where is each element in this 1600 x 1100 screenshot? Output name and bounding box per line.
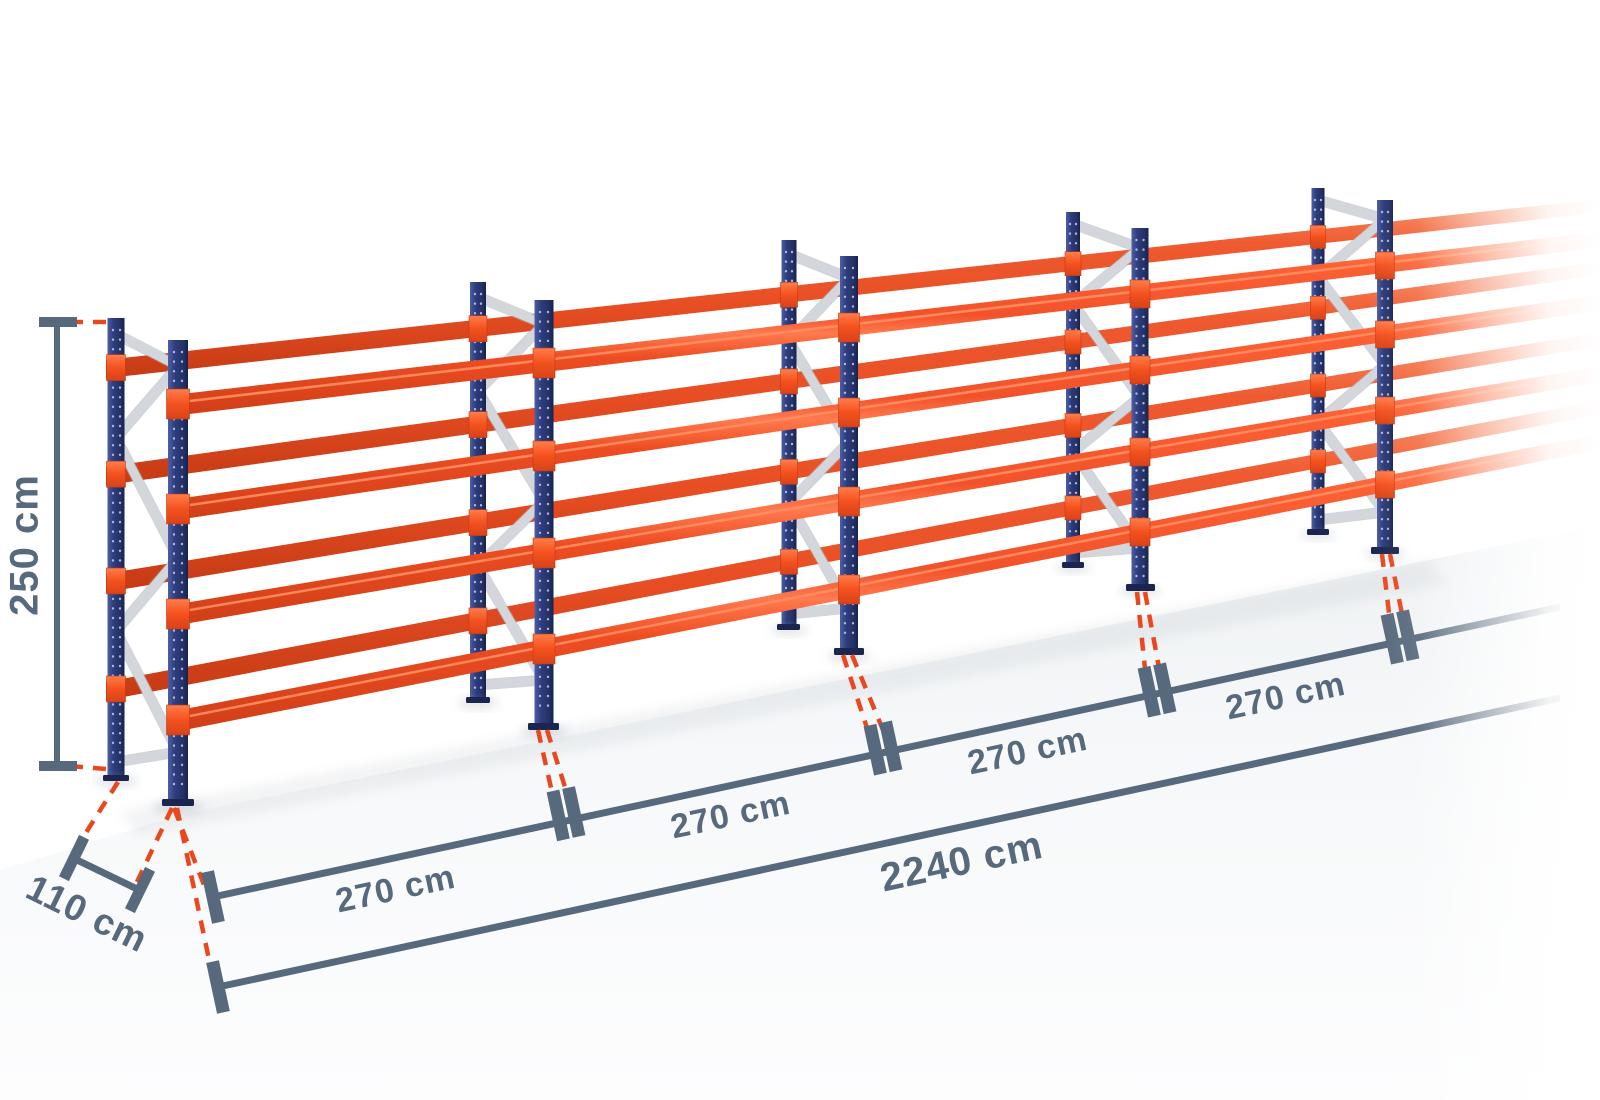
beam-level4-front: [167, 232, 1600, 417]
total-dim-start-cap: [206, 960, 230, 1014]
beam-level2-front: [167, 366, 1600, 627]
frame-4-front-post: [1131, 228, 1149, 588]
height-dim-cap-top: [39, 317, 77, 327]
frame-1-front-post: [168, 340, 188, 803]
frame-2-back-post: [470, 282, 486, 700]
bay-tick-pair-3: [1137, 662, 1177, 718]
floor: [0, 525, 1600, 1100]
upright-frame-3-front: [827, 256, 871, 661]
depth-dim-cap-right: [124, 866, 156, 914]
frame-2-front-patches: [532, 347, 556, 665]
frame-4-back-patches: [1064, 251, 1082, 521]
frames-front-layer: [152, 200, 1405, 813]
bay-tick-pair-1: [546, 786, 586, 842]
upright-frame-2-front: [520, 300, 568, 737]
frame-1-back-post: [107, 318, 125, 778]
beam-level3-front: [167, 294, 1600, 522]
bay-tick-pair-2: [863, 720, 903, 776]
frame-2-back-patches: [468, 315, 488, 635]
upright-frame-1-front: [152, 340, 204, 813]
right-fade-overlay: [1368, 0, 1600, 1100]
frame-5-back-patches: [1310, 225, 1326, 474]
height-dim-label: 250 cm: [3, 474, 47, 616]
frame-2-front-post: [534, 300, 554, 727]
frame-4-front-patches: [1129, 279, 1151, 547]
front-beams: [167, 232, 1600, 734]
frame-1-front-patches: [166, 388, 190, 736]
beam-level1-front: [167, 434, 1600, 734]
frame-1-back-patches: [106, 354, 126, 703]
rack-floor-shadow: [120, 560, 1448, 836]
height-dim-cap-bottom: [39, 761, 77, 771]
frame-3-back-patches: [780, 281, 798, 575]
leader-bayline-start: [171, 807, 209, 891]
upright-frame-4-front: [1119, 228, 1161, 596]
depth-dim-cap-left: [58, 834, 90, 882]
upright-frame-1-rear: [94, 318, 184, 786]
bay-dim-start-cap: [201, 870, 225, 924]
height-dimension: 250 cm: [3, 317, 77, 771]
frame-3-front-patches: [838, 312, 860, 605]
